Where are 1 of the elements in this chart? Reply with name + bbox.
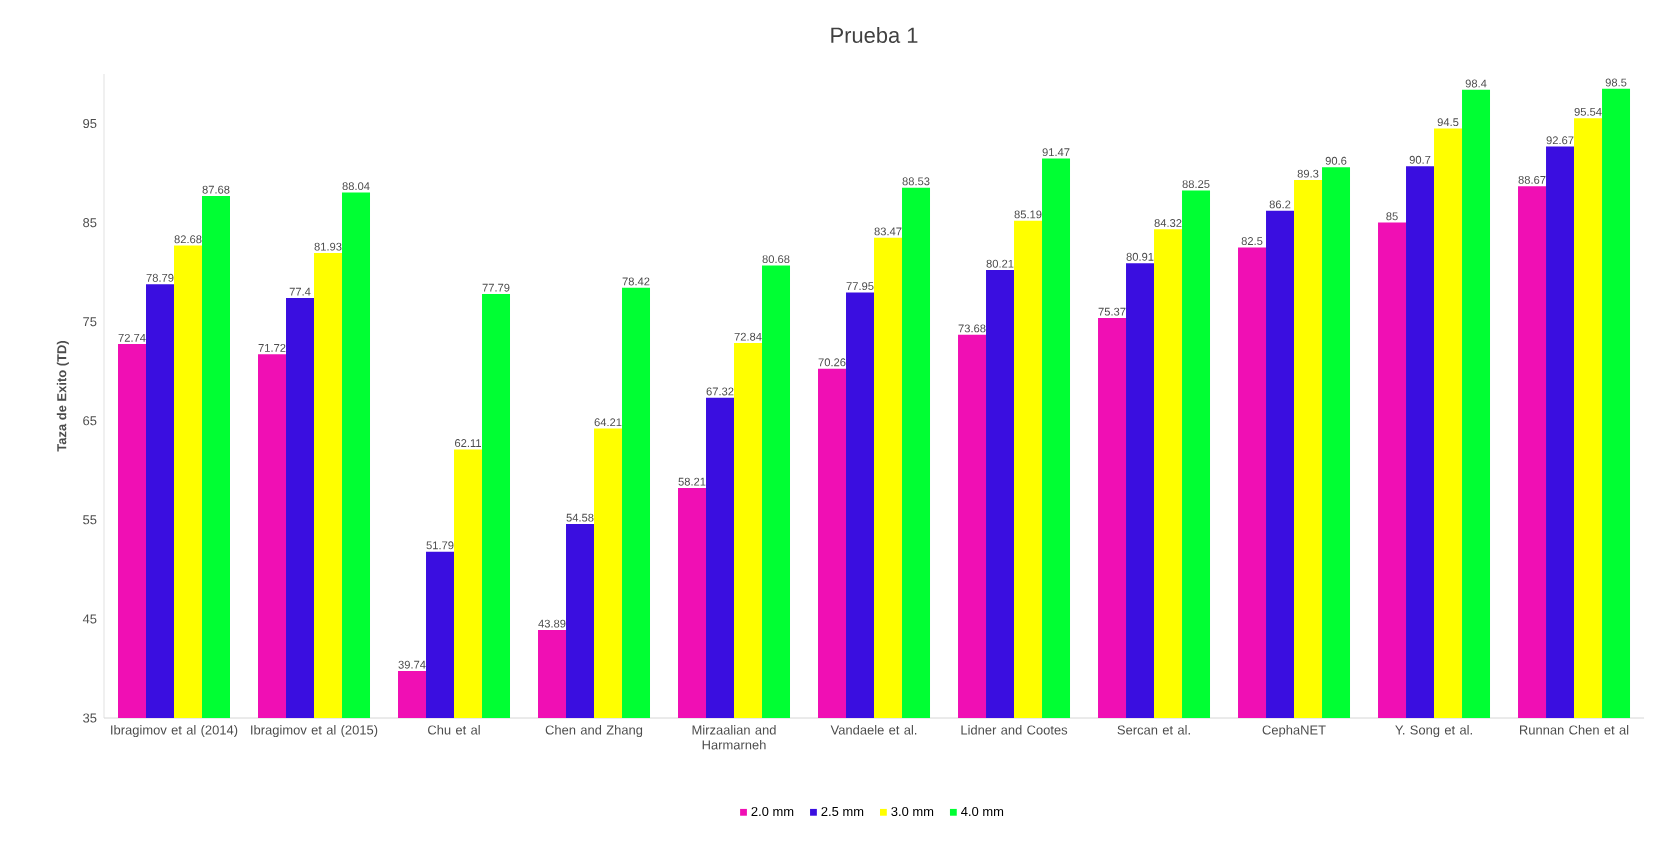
- chart-title: Prueba 1: [831, 26, 918, 44]
